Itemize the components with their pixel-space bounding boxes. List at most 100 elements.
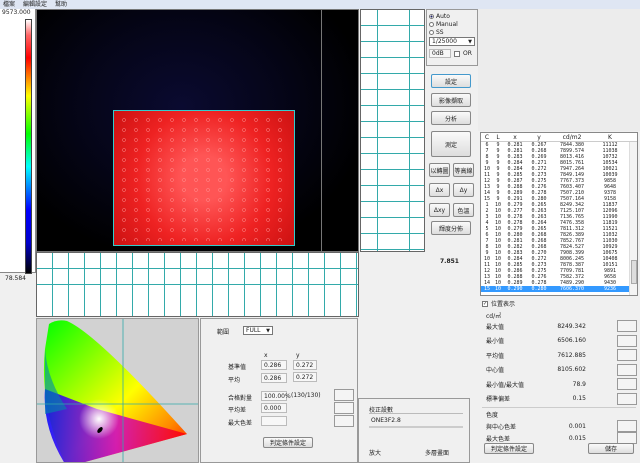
measure-button[interactable]: 測定 (431, 131, 471, 157)
table-row[interactable]: 11 9 0.285 0.273 7849.149 10039 (481, 172, 637, 178)
table-row[interactable]: 3 10 0.278 0.263 7136.765 11990 (481, 214, 637, 220)
avgdiff-indicator (334, 402, 354, 414)
range-select[interactable]: FULL (243, 326, 273, 335)
col-y[interactable]: y (537, 134, 541, 141)
cursor-line[interactable] (321, 10, 322, 253)
calib-value[interactable]: ONE3F2.8 (371, 417, 401, 424)
radio-ss[interactable]: SS (429, 28, 475, 36)
table-cell: 9658 (603, 274, 617, 280)
table-cell: 0.268 (531, 238, 547, 244)
table-cell: 0.285 (507, 172, 523, 178)
stat-indicator (617, 334, 637, 347)
menu-help[interactable]: 幫助 (55, 1, 68, 8)
capture-button[interactable]: 影像擷取 (431, 93, 471, 107)
table-row[interactable]: 9 9 0.284 0.271 8015.761 10534 (481, 160, 637, 166)
table-row[interactable]: 7 10 0.281 0.268 7852.767 11030 (481, 238, 637, 244)
table-row[interactable]: 15 9 0.291 0.280 7507.164 9158 (481, 196, 637, 202)
analyze-button[interactable]: 分析 (431, 111, 471, 125)
table-cell: 9 (485, 160, 489, 166)
col-x[interactable]: x (513, 134, 517, 141)
col-l[interactable]: L (496, 134, 500, 141)
table-cell: 0.287 (507, 178, 523, 184)
save-button[interactable]: 儲存 (588, 443, 634, 454)
col-c[interactable]: C (484, 134, 490, 141)
table-cell: 9 (496, 196, 500, 202)
table-row[interactable]: 12 9 0.287 0.275 7767.373 9858 (481, 178, 637, 184)
pass-label: 合格對量 (228, 395, 253, 402)
shutter-select[interactable]: 1/25000 (429, 37, 475, 46)
table-row[interactable]: 13 9 0.288 0.276 7603.407 9648 (481, 184, 637, 190)
table-scrollbar[interactable] (629, 142, 637, 295)
table-row[interactable]: 14 10 0.289 0.278 7489.290 9430 (481, 280, 637, 286)
table-row[interactable]: 1 10 0.279 0.265 8249.342 11837 (481, 202, 637, 208)
or-label: OR (463, 50, 472, 57)
col-luminance[interactable]: cd/m2 (562, 134, 582, 141)
measured-panel-area (113, 110, 295, 246)
table-row[interactable]: 7 9 0.281 0.268 7899.574 11038 (481, 148, 637, 154)
table-row[interactable]: 14 9 0.289 0.278 7507.210 9378 (481, 190, 637, 196)
table-row[interactable]: 9 10 0.283 0.270 7908.399 10675 (481, 250, 637, 256)
ref-y-field[interactable]: 0.272 (293, 360, 317, 370)
table-row[interactable]: 8 10 0.282 0.268 7824.527 10929 (481, 244, 637, 250)
table-cell: 8015.761 (559, 160, 585, 166)
table-cell: 10 (494, 220, 502, 226)
table-row[interactable]: 15 10 0.290 0.280 7606.370 9236 (481, 286, 637, 292)
table-cell: 7947.264 (559, 166, 585, 172)
table-row[interactable]: 4 10 0.278 0.264 7476.358 11819 (481, 220, 637, 226)
or-checkbox[interactable] (454, 50, 460, 57)
table-row[interactable]: 11 10 0.285 0.273 7878.387 10151 (481, 262, 637, 268)
luminance-image[interactable] (36, 9, 359, 253)
col-cct[interactable]: K (608, 134, 612, 141)
table-row[interactable]: 12 10 0.286 0.275 7709.781 9891 (481, 268, 637, 274)
zoom-label: 放大 (369, 450, 382, 457)
stat-value: 0.015 (568, 434, 586, 442)
gain-field[interactable]: 0dB (429, 49, 451, 58)
stat-value: 78.9 (572, 380, 586, 388)
stat-label: 標準偏差 (486, 396, 511, 403)
scroll-thumb[interactable] (631, 260, 637, 284)
stat-label: 最小值/最大值 (486, 381, 525, 389)
table-cell: 10 (494, 274, 502, 280)
delta-y-button[interactable]: Δy (453, 183, 474, 197)
pass-field: 100.00% (261, 391, 291, 401)
table-cell: 11819 (602, 220, 618, 226)
radio-manual[interactable]: Manual (429, 20, 475, 28)
delta-xy-button[interactable]: Δxy (429, 203, 450, 217)
table-row[interactable]: 5 10 0.279 0.265 7811.312 11521 (481, 226, 637, 232)
table-cell: 13 (483, 274, 491, 280)
table-row[interactable]: 6 9 0.281 0.267 7844.380 11112 (481, 142, 637, 148)
table-row[interactable]: 8 9 0.283 0.269 8013.416 10732 (481, 154, 637, 160)
menu-file[interactable]: 檔案 (3, 1, 16, 8)
avgdiff-label: 平均差 (228, 407, 247, 414)
table-row[interactable]: 13 10 0.288 0.276 7582.372 9658 (481, 274, 637, 280)
show-position-checkbox[interactable]: ✓ (482, 300, 488, 307)
table-row[interactable]: 6 10 0.280 0.268 7826.389 11032 (481, 232, 637, 238)
delta-x-button[interactable]: Δx (429, 183, 450, 197)
table-cell: 0.278 (507, 214, 523, 220)
table-cell: 0.288 (507, 184, 523, 190)
contour-button[interactable]: 等高線 (453, 163, 474, 177)
judge-criteria-button[interactable]: 判定條件設定 (263, 437, 313, 448)
table-cell: 11 (483, 262, 491, 268)
measurement-table[interactable]: C L x y cd/m2 K 6 9 0.281 0.267 7844.380 1111… (480, 132, 638, 296)
luminance-distribution-button[interactable]: 輝度分佈 (431, 221, 471, 235)
ref-x-field[interactable]: 0.286 (261, 360, 287, 370)
radio-auto[interactable]: Auto (429, 12, 475, 20)
table-cell: 9 (496, 178, 500, 184)
table-row[interactable]: 10 10 0.284 0.272 8006.245 10408 (481, 256, 637, 262)
criteria-settings-button[interactable]: 判定條件設定 (484, 443, 534, 454)
stat-indicator (617, 420, 637, 432)
map3d-button[interactable]: 以轉圖 (429, 163, 450, 177)
table-cell: 7811.312 (559, 226, 585, 232)
table-row[interactable]: 2 10 0.277 0.263 7125.107 12096 (481, 208, 637, 214)
menu-edit[interactable]: 編輯設定 (23, 1, 48, 8)
table-cell: 7899.574 (559, 148, 585, 154)
table-cell: 7125.107 (559, 208, 585, 214)
table-cell: 0.280 (531, 196, 547, 202)
color-temp-button[interactable]: 色溫 (453, 203, 474, 217)
table-cell: 0.286 (507, 268, 523, 274)
table-cell: 14 (483, 280, 491, 286)
table-cell: 0.280 (507, 232, 523, 238)
table-row[interactable]: 10 9 0.284 0.272 7947.264 10021 (481, 166, 637, 172)
setup-button[interactable]: 設定 (431, 74, 471, 88)
